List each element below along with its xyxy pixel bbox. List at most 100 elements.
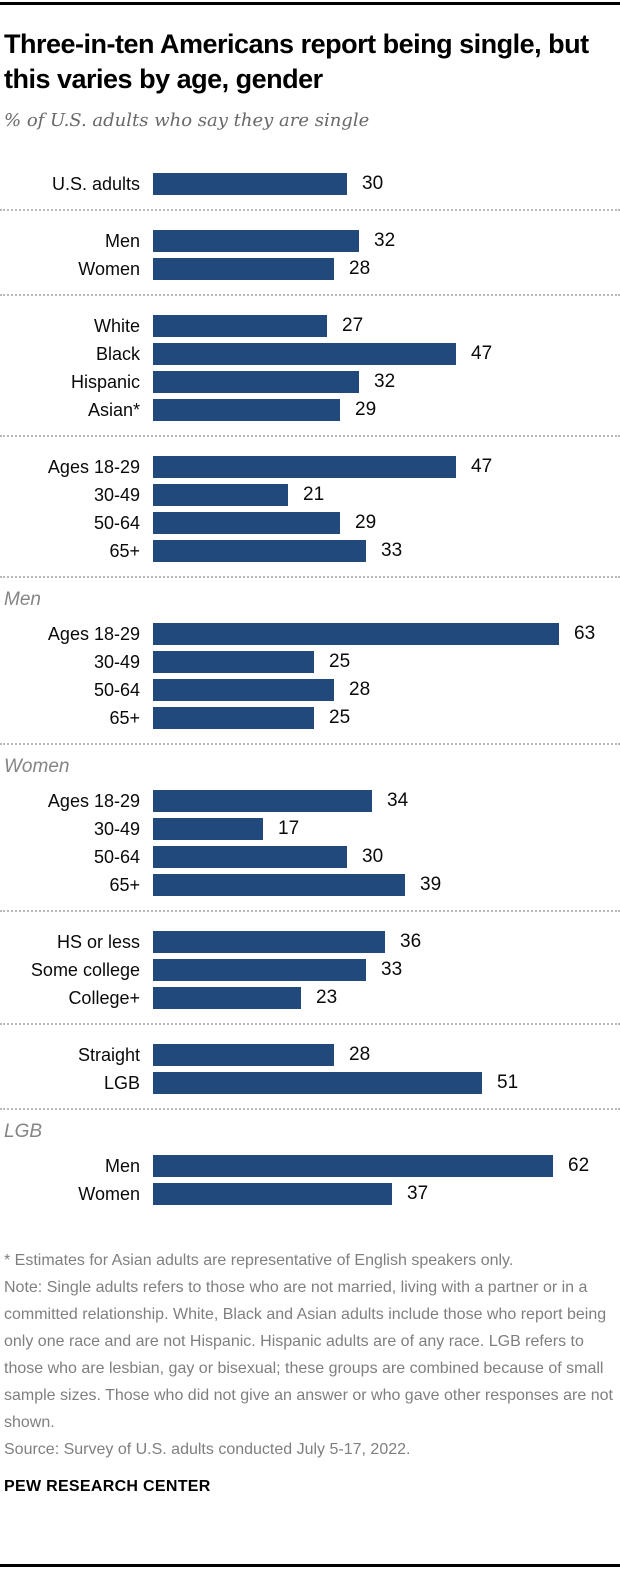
bar-row: Hispanic 32 xyxy=(0,371,620,393)
bar-row: Straight 28 xyxy=(0,1044,620,1066)
section-header: Men xyxy=(4,589,41,610)
bar xyxy=(153,512,340,534)
bar-row: 65+ 25 xyxy=(0,707,620,729)
bar-value-label: 29 xyxy=(355,399,377,420)
bar-category-label: Women xyxy=(78,1183,140,1204)
bar-category-label: Asian* xyxy=(87,399,140,420)
bar-value-label: 33 xyxy=(381,959,403,980)
source-note: Source: Survey of U.S. adults conducted … xyxy=(4,1441,411,1458)
bar-value-label: 29 xyxy=(355,512,377,533)
bar-value-label: 25 xyxy=(329,651,351,672)
section-header: LGB xyxy=(4,1121,43,1142)
bar-row: 30-49 21 xyxy=(0,484,620,506)
chart-notes: * Estimates for Asian adults are represe… xyxy=(4,1247,614,1463)
bar xyxy=(153,931,385,953)
bar xyxy=(153,790,372,812)
bar-category-label: 65+ xyxy=(109,707,140,728)
bar-row: Ages 18-29 34 xyxy=(0,790,620,812)
bar-category-label: Ages 18-29 xyxy=(47,456,140,477)
bar-value-label: 28 xyxy=(349,679,371,700)
bar-value-label: 33 xyxy=(381,540,403,561)
bar xyxy=(153,1072,482,1094)
bar-value-label: 28 xyxy=(349,1044,371,1065)
chart-section: HS or less 36 Some college 33 College+ 23 xyxy=(0,910,620,1023)
pew-research-center-wordmark: PEW RESEARCH CENTER xyxy=(4,1478,211,1495)
bar-category-label: Straight xyxy=(77,1044,140,1065)
bar-row: College+ 23 xyxy=(0,987,620,1009)
bar-value-label: 51 xyxy=(497,1072,519,1093)
bar xyxy=(153,456,456,478)
bar xyxy=(153,818,263,840)
bar-value-label: 63 xyxy=(574,623,596,644)
bar-row: 30-49 25 xyxy=(0,651,620,673)
methodology-note: Note: Single adults refers to those who … xyxy=(4,1279,613,1431)
bar xyxy=(153,1155,553,1177)
bar xyxy=(153,399,340,421)
bar-category-label: Men xyxy=(104,230,140,251)
bar-row: Ages 18-29 47 xyxy=(0,456,620,478)
bar-category-label: Men xyxy=(104,1155,140,1176)
bar-category-label: U.S. adults xyxy=(51,173,140,194)
bar xyxy=(153,846,347,868)
bar-category-label: 65+ xyxy=(109,540,140,561)
bar-category-label: 30-49 xyxy=(93,484,140,505)
bar xyxy=(153,874,405,896)
chart-section: Ages 18-29 47 30-49 21 50-64 29 65+ 33 xyxy=(0,435,620,576)
bar-value-label: 32 xyxy=(374,371,396,392)
bar-category-label: Ages 18-29 xyxy=(47,790,140,811)
bar-row: 50-64 30 xyxy=(0,846,620,868)
bar-row: White 27 xyxy=(0,315,620,337)
chart-section: Women Ages 18-29 34 30-49 17 50-64 30 65+ 39 xyxy=(0,743,620,910)
chart-section: LGB Men 62 Women 37 xyxy=(0,1108,620,1219)
bar-row: 65+ 39 xyxy=(0,874,620,896)
bar-row: Asian* 29 xyxy=(0,399,620,421)
bar xyxy=(153,258,334,280)
bar xyxy=(153,623,559,645)
bar-row: Ages 18-29 63 xyxy=(0,623,620,645)
bar-category-label: Ages 18-29 xyxy=(47,623,140,644)
bar-category-label: Women xyxy=(78,258,140,279)
bar xyxy=(153,343,456,365)
bar-category-label: 30-49 xyxy=(93,818,140,839)
bar-value-label: 21 xyxy=(303,484,325,505)
bar xyxy=(153,371,359,393)
bar-value-label: 30 xyxy=(362,173,384,194)
bar xyxy=(153,651,314,673)
chart-section: Men 32 Women 28 xyxy=(0,209,620,294)
bar-category-label: HS or less xyxy=(56,931,140,952)
section-header: Women xyxy=(4,756,70,777)
bar xyxy=(153,315,327,337)
bar-value-label: 36 xyxy=(400,931,422,952)
bar-row: LGB 51 xyxy=(0,1072,620,1094)
chart-title: Three-in-ten Americans report being sing… xyxy=(4,29,589,94)
bar-category-label: White xyxy=(93,315,140,336)
bottom-rule xyxy=(0,1564,620,1567)
bar-value-label: 28 xyxy=(349,258,371,279)
bar-value-label: 47 xyxy=(471,343,493,364)
bar xyxy=(153,679,334,701)
bar-category-label: Hispanic xyxy=(70,371,140,392)
bar xyxy=(153,230,359,252)
chart-body: U.S. adults 30 Men 32 Women 28 White 27 Black 47 H… xyxy=(0,173,620,1219)
bar-row: 30-49 17 xyxy=(0,818,620,840)
bar xyxy=(153,173,347,195)
bar-value-label: 25 xyxy=(329,707,351,728)
bar xyxy=(153,959,366,981)
bar-category-label: College+ xyxy=(68,987,140,1008)
bar-value-label: 17 xyxy=(278,818,300,839)
bar xyxy=(153,1044,334,1066)
bar-value-label: 39 xyxy=(420,874,442,895)
bar-row: 50-64 29 xyxy=(0,512,620,534)
bar-category-label: 50-64 xyxy=(93,846,140,867)
bar-value-label: 37 xyxy=(407,1183,429,1204)
bar-row: Black 47 xyxy=(0,343,620,365)
bar-category-label: 50-64 xyxy=(93,679,140,700)
bar-row: Women 37 xyxy=(0,1183,620,1205)
bar xyxy=(153,707,314,729)
bar-row: HS or less 36 xyxy=(0,931,620,953)
bar-value-label: 30 xyxy=(362,846,384,867)
bar xyxy=(153,1183,392,1205)
chart-section: Straight 28 LGB 51 xyxy=(0,1023,620,1108)
bar-row: 65+ 33 xyxy=(0,540,620,562)
bar-value-label: 27 xyxy=(342,315,364,336)
